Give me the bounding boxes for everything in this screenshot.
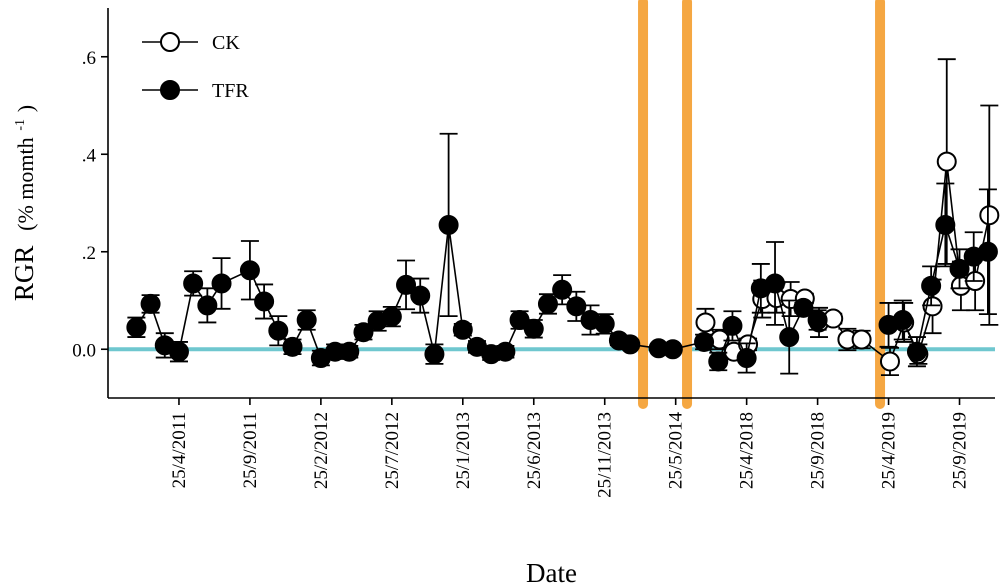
y-axis-title-unit-exp: -1 [13,119,28,131]
y-axis-title-main: RGR [9,246,39,302]
data-point-tfr [594,313,615,334]
data-point-tfr [921,275,942,296]
x-tick-label: 25/4/2019 [879,412,900,489]
data-point-tfr [765,273,786,294]
data-point-ck [979,205,1000,226]
data-point-tfr [495,341,516,362]
data-point-tfr [353,322,374,343]
y-axis-title-unit-close: ) [13,105,38,112]
break-bars-group [638,0,886,409]
data-point-tfr [793,297,814,318]
data-point-tfr [708,351,729,372]
legend-label-ck: CK [212,32,240,54]
y-tick-label: .4 [82,145,97,166]
data-point-tfr [552,279,573,300]
x-tick-label: 25/2/2012 [311,412,332,489]
data-point-tfr [736,348,757,369]
data-point-tfr [537,293,558,314]
x-tick-label: 25/1/2013 [453,412,474,489]
x-tick-label: 25/11/2013 [595,412,616,498]
y-axis-title: RGR (% momth -1 ) [0,105,39,301]
data-point-tfr [722,315,743,336]
data-point-tfr [949,258,970,279]
data-point-ck [851,329,872,350]
data-point-tfr [126,317,147,338]
x-tick-label: 25/5/2014 [666,412,687,490]
x-tick-label: 25/4/2011 [169,412,190,488]
legend-label-tfr: TFR [212,80,249,102]
data-point-tfr [268,320,289,341]
data-point-tfr [662,339,683,360]
y-axis-title-unit: (% momth [13,137,38,231]
data-point-tfr [509,310,530,330]
data-point-tfr [424,344,445,365]
legend-marker-ck [160,32,180,52]
data-point-tfr [197,295,218,316]
data-point-tfr [906,341,927,362]
data-point-tfr [807,310,828,330]
x-tick-label: 25/9/2011 [240,412,261,488]
y-tick-label: .2 [82,243,96,264]
data-point-ck [695,312,716,333]
data-point-tfr [211,273,232,294]
series-tfr [126,132,998,375]
legend-marker-tfr [160,80,180,100]
data-point-tfr [296,310,317,330]
data-point-ck [879,351,900,372]
data-point-tfr [892,310,913,330]
data-point-tfr [183,273,204,294]
data-point-tfr [452,319,473,340]
data-point-tfr [977,241,998,262]
x-tick-label: 25/6/2013 [524,412,545,489]
data-point-tfr [239,260,260,281]
data-point-tfr [168,341,189,362]
x-tick-label: 25/7/2012 [382,412,403,489]
data-point-tfr [694,331,715,352]
data-point-tfr [620,334,641,355]
data-point-tfr [381,306,402,327]
y-tick-label: 0.0 [72,340,96,361]
data-point-tfr [566,296,587,317]
x-tick-label: 25/9/2019 [950,412,971,489]
legend: CK TFR [142,32,249,102]
data-point-tfr [438,214,459,235]
x-tick-label: 25/9/2018 [808,412,829,489]
data-point-tfr [140,293,161,314]
data-point-tfr [935,214,956,235]
data-point-tfr [282,336,303,357]
data-point-tfr [396,274,417,295]
data-point-tfr [523,318,544,339]
axes-group: 0.0 .2 .4 .6 25/4/2011 25/9/2011 25/2/2012 25/7… [72,8,995,498]
y-tick-label: .6 [82,48,96,69]
data-point-tfr [779,327,800,348]
series-group [126,58,1000,376]
data-point-tfr [339,341,360,362]
x-axis-title: Date [526,558,577,588]
data-point-ck [936,151,957,172]
data-point-tfr [410,285,431,306]
x-tick-label: 25/4/2018 [737,412,758,489]
data-point-tfr [254,291,275,312]
